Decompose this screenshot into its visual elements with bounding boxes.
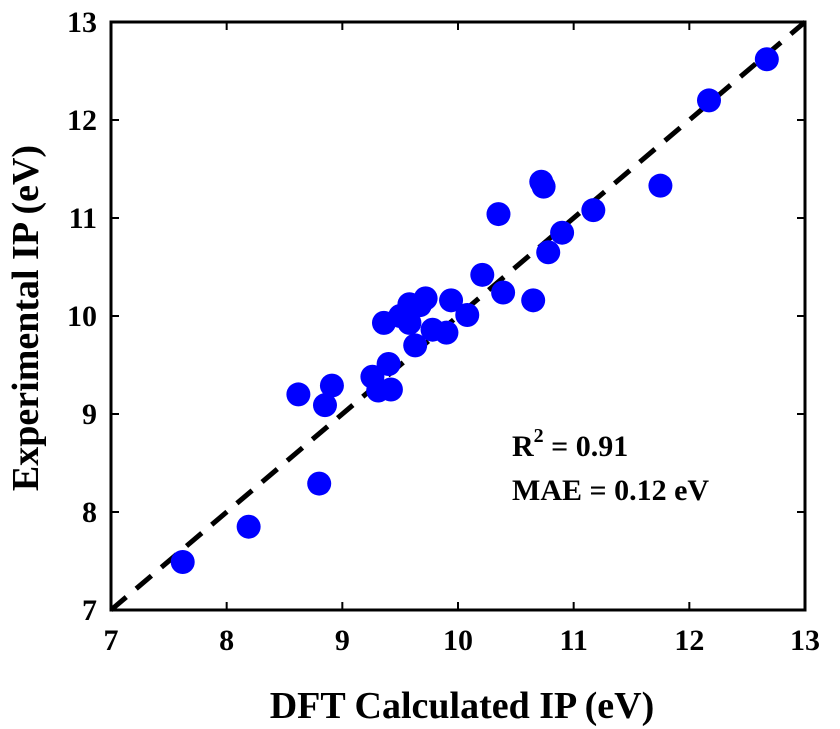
data-point <box>754 47 779 72</box>
x-tick-label: 11 <box>559 624 587 657</box>
data-point <box>376 352 401 377</box>
data-point <box>550 220 575 245</box>
data-point <box>170 549 195 574</box>
r2-value: = 0.91 <box>544 430 629 463</box>
y-tick-label: 12 <box>67 104 97 137</box>
data-point <box>696 88 721 113</box>
x-axis-label: DFT Calculated IP (eV) <box>270 685 655 727</box>
data-point <box>581 198 606 223</box>
data-point <box>307 471 332 496</box>
data-point <box>434 320 459 345</box>
r2-superscript: 2 <box>534 425 544 447</box>
data-point <box>531 174 556 199</box>
y-tick-label: 11 <box>69 202 97 235</box>
x-tick-label: 9 <box>335 624 350 657</box>
data-point <box>648 173 673 198</box>
x-tick-label: 13 <box>790 624 820 657</box>
data-point <box>397 310 422 335</box>
y-tick-label: 9 <box>82 398 97 431</box>
y-tick-label: 13 <box>67 6 97 39</box>
x-tick-label: 12 <box>674 624 704 657</box>
y-tick-label: 10 <box>67 300 97 333</box>
data-point <box>319 373 344 398</box>
data-point <box>536 240 561 265</box>
data-point <box>403 333 428 358</box>
plot-layer <box>109 20 807 612</box>
y-tick-label: 8 <box>82 496 97 529</box>
data-point <box>312 393 337 418</box>
data-point <box>491 280 516 305</box>
y-tick-label: 7 <box>82 594 97 627</box>
data-point <box>470 262 495 287</box>
r2-base: R <box>512 430 534 463</box>
y-axis-label: Experimental IP (eV) <box>5 145 47 491</box>
data-point <box>378 377 403 402</box>
data-point <box>521 288 546 313</box>
data-point <box>413 286 438 311</box>
reference-line <box>109 20 807 612</box>
mae-annotation: MAE = 0.12 eV <box>512 474 709 507</box>
x-tick-label: 8 <box>219 624 234 657</box>
axis-ticks: 7 8 9 10 11 12 13 7 8 9 10 11 12 13 <box>67 6 820 657</box>
x-tick-label: 7 <box>104 624 119 657</box>
data-point <box>455 303 480 328</box>
data-point <box>486 202 511 227</box>
x-tick-label: 10 <box>443 624 473 657</box>
r2-annotation: R2 = 0.91 <box>512 425 628 463</box>
data-point <box>439 288 464 313</box>
data-point <box>236 514 261 539</box>
data-point <box>286 382 311 407</box>
